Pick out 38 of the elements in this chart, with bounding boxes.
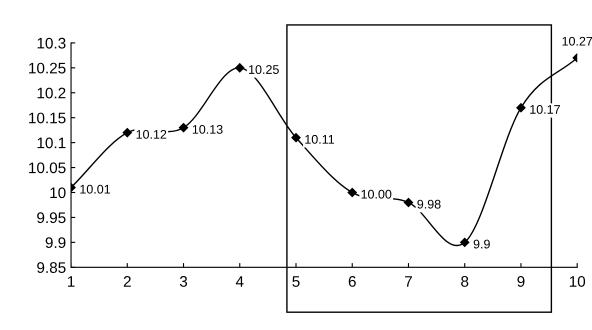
y-tick-label: 10: [50, 187, 66, 198]
x-tick-label: 8: [461, 276, 468, 287]
data-label: 10.25: [249, 65, 279, 74]
x-tick-label: 7: [405, 276, 412, 287]
x-tick-label: 10: [570, 276, 586, 287]
point: [178, 123, 188, 132]
data-label: 10.00: [362, 190, 392, 199]
point: [516, 103, 526, 112]
y-tick-label: 10.2: [38, 88, 66, 98]
point: [122, 128, 132, 138]
x-tick-label: 9: [517, 276, 524, 287]
data-label: 10.13: [192, 124, 223, 134]
y-tick-label: 10.25: [29, 62, 66, 74]
x-tick-label: 1: [68, 276, 75, 287]
point: [235, 63, 244, 72]
data-label: 10.11: [305, 134, 334, 144]
point: [460, 238, 470, 247]
data-label: 10.27: [562, 36, 592, 46]
x-tick-label: 2: [124, 276, 131, 287]
y-tick-label: 10.15: [29, 112, 66, 124]
y-tick-label: 10.1: [38, 138, 66, 148]
point: [404, 198, 414, 208]
data-label: 9.98: [417, 200, 441, 209]
y-tick-label: 9.9: [46, 237, 66, 248]
data-label: 10.01: [80, 184, 110, 194]
y-tick-label: 9.95: [37, 212, 66, 224]
y-tick-label: 9.85: [37, 262, 66, 273]
y-tick-label: 10.05: [29, 162, 66, 174]
x-tick-label: 4: [236, 276, 244, 287]
x-tick-label: 3: [180, 276, 188, 287]
x-tick-label: 6: [348, 276, 356, 287]
data-label: 10.12: [136, 130, 166, 139]
point: [291, 133, 301, 142]
y-tick-label: 10.3: [38, 38, 66, 49]
data-label: 9.9: [474, 240, 490, 248]
point: [348, 188, 357, 198]
data-label: 10.17: [530, 105, 560, 114]
x-tick-label: 5: [292, 276, 300, 287]
